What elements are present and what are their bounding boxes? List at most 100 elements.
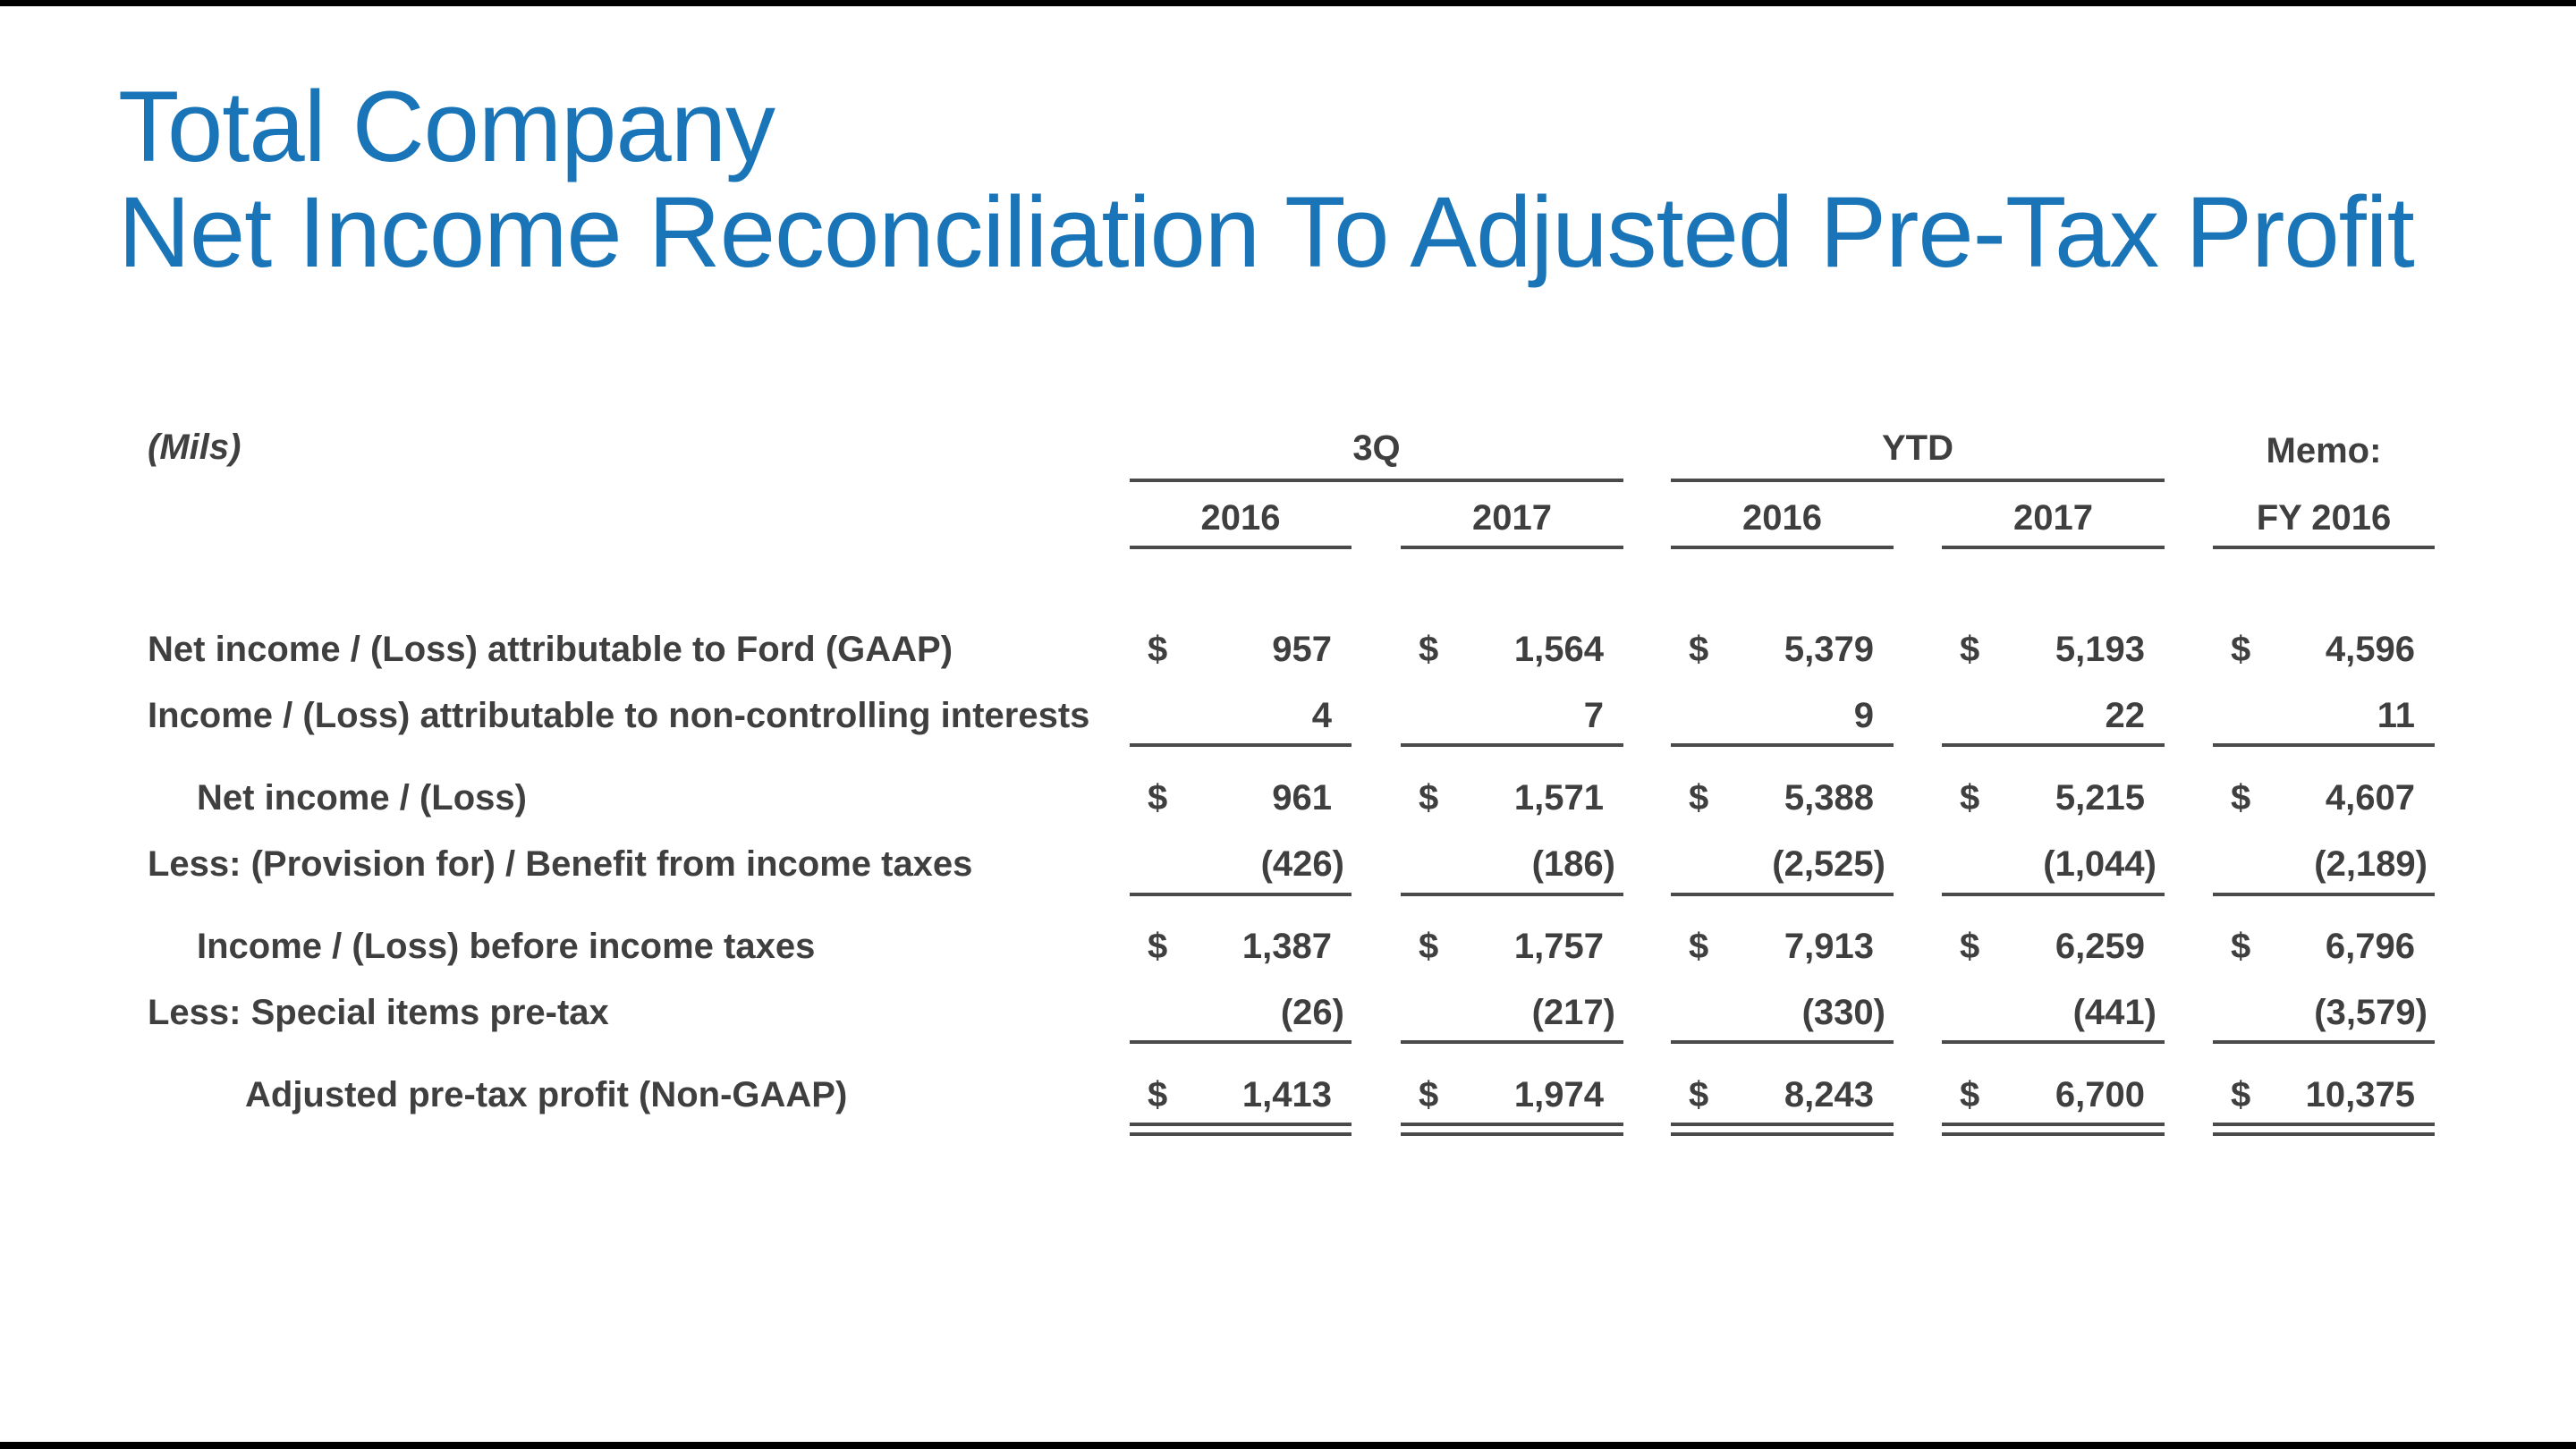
cell-value: 22 xyxy=(2105,696,2146,735)
cell-value: (3,579) xyxy=(2314,993,2428,1032)
top-border xyxy=(0,0,2576,6)
row-label-special-items: Less: Special items pre-tax xyxy=(148,993,609,1032)
table-cell: (3,579) xyxy=(2213,992,2428,1033)
column-underline xyxy=(1942,546,2165,549)
cell-value: 1,571 xyxy=(1513,778,1604,818)
group-header-ytd: YTD xyxy=(1882,428,1953,468)
cell-value: (441) xyxy=(2072,993,2157,1032)
currency-symbol: $ xyxy=(1148,1075,1168,1114)
total-double-rule xyxy=(1130,1132,1352,1136)
column-header: 2017 xyxy=(1472,498,1552,538)
subtotal-rule xyxy=(1130,893,1352,896)
subtotal-rule xyxy=(1671,1040,1894,1044)
table-cell: $4,596 xyxy=(2213,629,2415,670)
cell-value: (2,189) xyxy=(2314,844,2428,884)
total-double-rule xyxy=(1942,1123,2165,1126)
row-label-net-income-attributable-to-ford: Net income / (Loss) attributable to Ford… xyxy=(148,630,953,669)
column-header: 2016 xyxy=(1200,498,1281,538)
table-cell: $1,387 xyxy=(1130,926,1332,967)
table-cell: $8,243 xyxy=(1671,1074,1874,1115)
currency-symbol: $ xyxy=(1148,630,1168,669)
currency-symbol: $ xyxy=(1148,927,1168,966)
group-underline-ytd xyxy=(1671,479,2165,482)
subtotal-rule xyxy=(1942,893,2165,896)
cell-value: (330) xyxy=(1801,993,1885,1032)
cell-value: 6,796 xyxy=(2325,927,2415,966)
table-cell: 4 xyxy=(1130,695,1332,736)
cell-value: 5,388 xyxy=(1784,778,1874,818)
table-cell: $5,388 xyxy=(1671,777,1874,818)
currency-symbol: $ xyxy=(1960,778,1980,818)
total-double-rule xyxy=(1130,1123,1352,1126)
column-underline xyxy=(2213,546,2435,549)
cell-value: (26) xyxy=(1280,993,1344,1032)
row-label-non-controlling-interests: Income / (Loss) attributable to non-cont… xyxy=(148,696,1090,735)
subtotal-rule xyxy=(1401,1040,1623,1044)
subtotal-rule xyxy=(1942,743,2165,747)
currency-symbol: $ xyxy=(1960,630,1980,669)
total-double-rule xyxy=(2213,1132,2435,1136)
currency-symbol: $ xyxy=(1419,927,1439,966)
cell-value: 961 xyxy=(1272,778,1332,818)
cell-value: 6,700 xyxy=(2055,1075,2145,1114)
currency-symbol: $ xyxy=(1689,1075,1709,1114)
currency-symbol: $ xyxy=(2231,927,2251,966)
table-cell: 11 xyxy=(2213,695,2415,736)
row-label-net-income: Net income / (Loss) xyxy=(197,778,527,818)
subtotal-rule xyxy=(1401,893,1623,896)
table-cell: $6,796 xyxy=(2213,926,2415,967)
cell-value: 1,564 xyxy=(1513,630,1604,669)
group-header-memo: Memo: xyxy=(2266,431,2382,470)
column-underline xyxy=(1401,546,1623,549)
column-underline xyxy=(1130,546,1352,549)
cell-value: 5,193 xyxy=(2055,630,2145,669)
column-underline xyxy=(1671,546,1894,549)
table-cell: $7,913 xyxy=(1671,926,1874,967)
currency-symbol: $ xyxy=(2231,1075,2251,1114)
subtotal-rule xyxy=(2213,1040,2435,1044)
cell-value: 7 xyxy=(1583,696,1604,735)
total-double-rule xyxy=(1401,1132,1623,1136)
table-cell: $961 xyxy=(1130,777,1332,818)
cell-value: (186) xyxy=(1531,844,1615,884)
cell-value: 1,413 xyxy=(1241,1075,1332,1114)
cell-value: (2,525) xyxy=(1772,844,1885,884)
cell-value: 11 xyxy=(2377,696,2415,735)
cell-value: 957 xyxy=(1272,630,1332,669)
table-cell: (330) xyxy=(1671,992,1885,1033)
cell-value: 1,387 xyxy=(1241,927,1332,966)
table-cell: $10,375 xyxy=(2213,1074,2415,1115)
cell-value: (426) xyxy=(1260,844,1344,884)
subtotal-rule xyxy=(1130,743,1352,747)
currency-symbol: $ xyxy=(1148,778,1168,818)
table-cell: $1,564 xyxy=(1401,629,1604,670)
page-title: Total Company xyxy=(118,71,775,182)
table-cell: (426) xyxy=(1130,843,1344,885)
table-cell: 9 xyxy=(1671,695,1874,736)
column-header: 2016 xyxy=(1742,498,1822,538)
row-label-income-taxes: Less: (Provision for) / Benefit from inc… xyxy=(148,844,973,884)
currency-symbol: $ xyxy=(1689,778,1709,818)
total-double-rule xyxy=(1671,1132,1894,1136)
table-cell: (26) xyxy=(1130,992,1344,1033)
table-cell: (2,189) xyxy=(2213,843,2428,885)
table-cell: $5,193 xyxy=(1942,629,2145,670)
row-label-adjusted-pre-tax-profit: Adjusted pre-tax profit (Non-GAAP) xyxy=(245,1075,848,1114)
currency-symbol: $ xyxy=(1960,927,1980,966)
table-cell: $957 xyxy=(1130,629,1332,670)
subtotal-rule xyxy=(2213,743,2435,747)
currency-symbol: $ xyxy=(1419,630,1439,669)
currency-symbol: $ xyxy=(2231,778,2251,818)
cell-value: 7,913 xyxy=(1784,927,1874,966)
currency-symbol: $ xyxy=(1689,630,1709,669)
cell-value: 5,215 xyxy=(2055,778,2145,818)
total-double-rule xyxy=(1401,1123,1623,1126)
units-label: (Mils) xyxy=(148,428,242,467)
cell-value: 10,375 xyxy=(2305,1075,2415,1114)
table-cell: 22 xyxy=(1942,695,2146,736)
cell-value: 4,607 xyxy=(2325,778,2415,818)
cell-value: 9 xyxy=(1853,696,1874,735)
cell-value: 1,757 xyxy=(1513,927,1604,966)
subtotal-rule xyxy=(1942,1040,2165,1044)
cell-value: (217) xyxy=(1531,993,1615,1032)
